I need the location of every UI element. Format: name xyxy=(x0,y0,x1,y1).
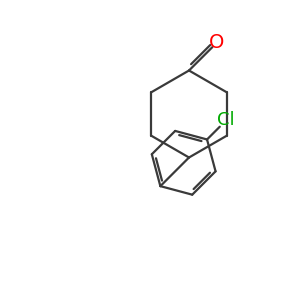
Text: Cl: Cl xyxy=(217,111,235,129)
Text: O: O xyxy=(209,33,225,52)
